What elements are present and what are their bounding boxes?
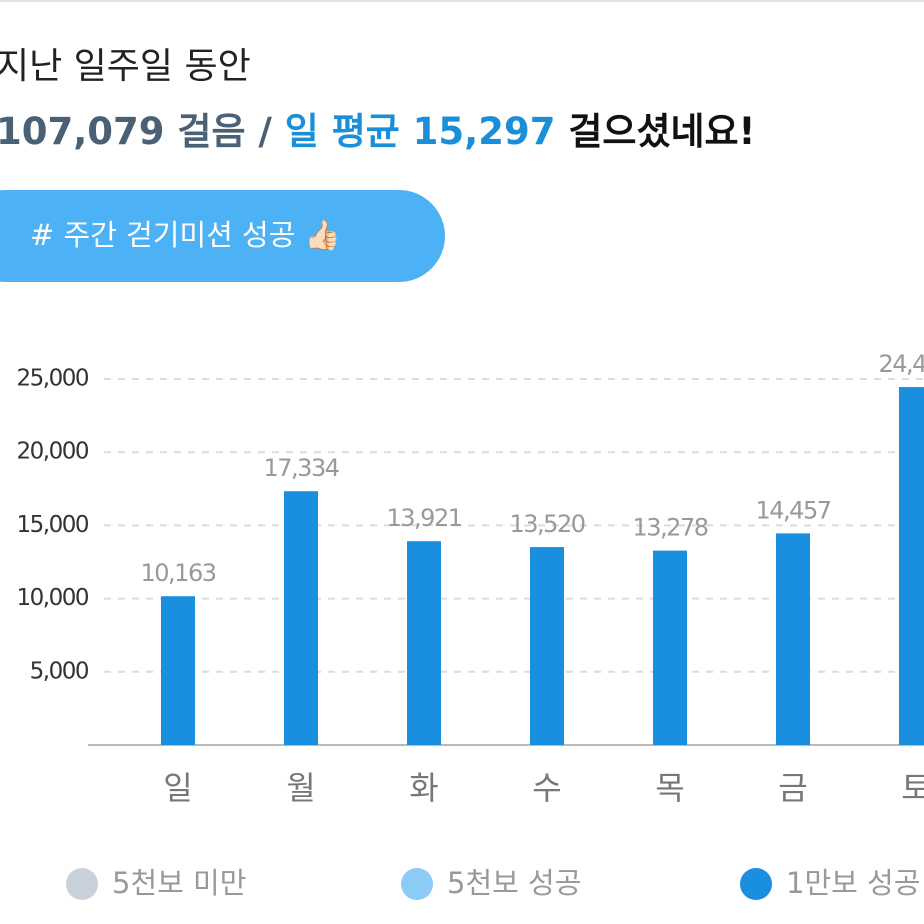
x-tick-label: 수 — [532, 769, 561, 807]
y-tick-label: 10,000 — [17, 585, 89, 611]
y-tick-label: 20,000 — [17, 439, 89, 465]
value-label: 17,334 — [264, 454, 339, 482]
y-tick-label: 25,000 — [17, 366, 89, 392]
x-tick-label: 토 — [901, 769, 924, 807]
separator: / — [258, 110, 272, 153]
total-steps: 107,079 걸음 — [0, 110, 246, 153]
value-label: 14,457 — [756, 496, 831, 524]
x-tick-label: 일 — [163, 769, 192, 807]
bar — [899, 387, 924, 745]
header-title: 지난 일주일 동안 — [0, 46, 251, 87]
value-label: 13,921 — [387, 504, 462, 532]
bar — [407, 541, 441, 745]
x-tick-label: 화 — [409, 769, 438, 807]
legend-swatch — [66, 868, 98, 900]
legend-swatch — [401, 868, 433, 900]
bar — [530, 547, 564, 745]
badge — [0, 190, 445, 282]
header-summary: 107,079 걸음 / 일 평균 15,297 걸으셨네요! — [0, 110, 755, 153]
value-label: 13,520 — [510, 510, 585, 538]
y-tick-label: 5,000 — [30, 658, 89, 684]
bar — [776, 533, 810, 745]
value-label: 13,278 — [633, 514, 708, 542]
average-steps: 일 평균 15,297 — [285, 110, 556, 153]
value-label: 10,163 — [141, 559, 216, 587]
bar — [284, 491, 318, 745]
legend-label: 1만보 성공 — [786, 866, 920, 900]
summary-suffix: 걸으셨네요! — [568, 110, 755, 153]
legend-label: 5천보 성공 — [447, 866, 581, 900]
x-tick-label: 금 — [778, 769, 807, 807]
x-tick-label: 목 — [655, 769, 684, 807]
legend-label: 5천보 미만 — [112, 866, 246, 900]
badge-text: # 주간 걷기미션 성공 👍🏻 — [30, 218, 341, 252]
legend-swatch — [740, 868, 772, 900]
y-tick-label: 15,000 — [17, 512, 89, 538]
x-tick-label: 월 — [286, 769, 315, 807]
bar — [161, 596, 195, 745]
chart: 5,000 10,000 15,000 20,000 25,000 일 10,163 월 17,… — [17, 350, 924, 900]
value-label: 24,450 — [879, 350, 924, 378]
bar — [653, 550, 687, 745]
